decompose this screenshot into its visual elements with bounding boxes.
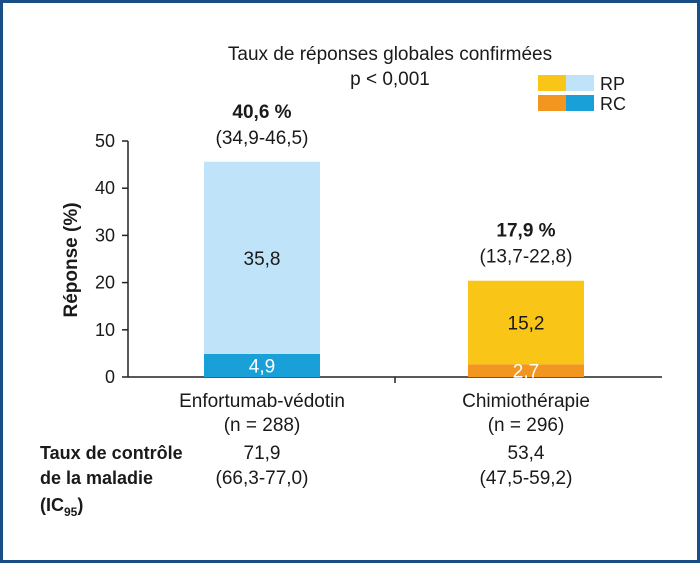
bar-rp-chemo	[468, 280, 584, 365]
legend-label-rp: RP	[600, 74, 625, 94]
bar-label-rp-ev: 35,8	[244, 249, 281, 270]
bar-rp-ev	[204, 161, 320, 354]
y-tick-label: 20	[95, 273, 115, 293]
y-tick-label: 30	[95, 225, 115, 245]
category-label-ev: Enfortumab-védotin	[179, 391, 345, 412]
disease-control-label-line2: de la maladie	[40, 468, 153, 488]
disease-control-label-line1: Taux de contrôle	[40, 443, 183, 463]
legend-swatch-rp-chemo	[538, 75, 566, 91]
y-tick-label: 40	[95, 178, 115, 198]
y-tick-label: 10	[95, 320, 115, 340]
bar-label-rp-chemo: 15,2	[508, 313, 545, 334]
legend: RP RC	[538, 74, 626, 114]
legend-label-rc: RC	[600, 94, 626, 114]
chart-title: Taux de réponses globales confirmées	[228, 44, 552, 65]
disease-control-ci-ev: (66,3-77,0)	[216, 468, 309, 489]
chart-subtitle: p < 0,001	[350, 69, 430, 90]
category-n-ev: (n = 288)	[224, 415, 301, 436]
disease-control-label-ic: (IC95)	[40, 495, 83, 519]
category-n-chemo: (n = 296)	[488, 415, 565, 436]
bar-label-rc-chemo: 2,7	[513, 362, 539, 383]
legend-swatch-rc-chemo	[538, 95, 566, 111]
disease-control-value-ev: 71,9	[244, 443, 281, 464]
bar-total-ev: 40,6 %	[232, 102, 291, 123]
disease-control-value-chemo: 53,4	[508, 443, 545, 464]
bar-total-chemo: 17,9 %	[496, 221, 555, 242]
legend-swatch-rc-ev	[566, 95, 594, 111]
y-axis-label: Réponse (%)	[61, 202, 82, 317]
y-tick-label: 50	[95, 131, 115, 151]
category-label-chemo: Chimiothérapie	[462, 391, 590, 412]
bar-label-rc-ev: 4,9	[249, 356, 275, 377]
bar-total-ci-chemo: (13,7-22,8)	[480, 247, 573, 268]
bar-rc-ev	[204, 353, 320, 377]
bar-total-ci-ev: (34,9-46,5)	[216, 128, 309, 149]
disease-control-ci-chemo: (47,5-59,2)	[480, 468, 573, 489]
legend-swatch-rp-ev	[566, 75, 594, 91]
y-tick-label: 0	[105, 367, 115, 387]
bar-rc-chemo	[468, 364, 584, 377]
